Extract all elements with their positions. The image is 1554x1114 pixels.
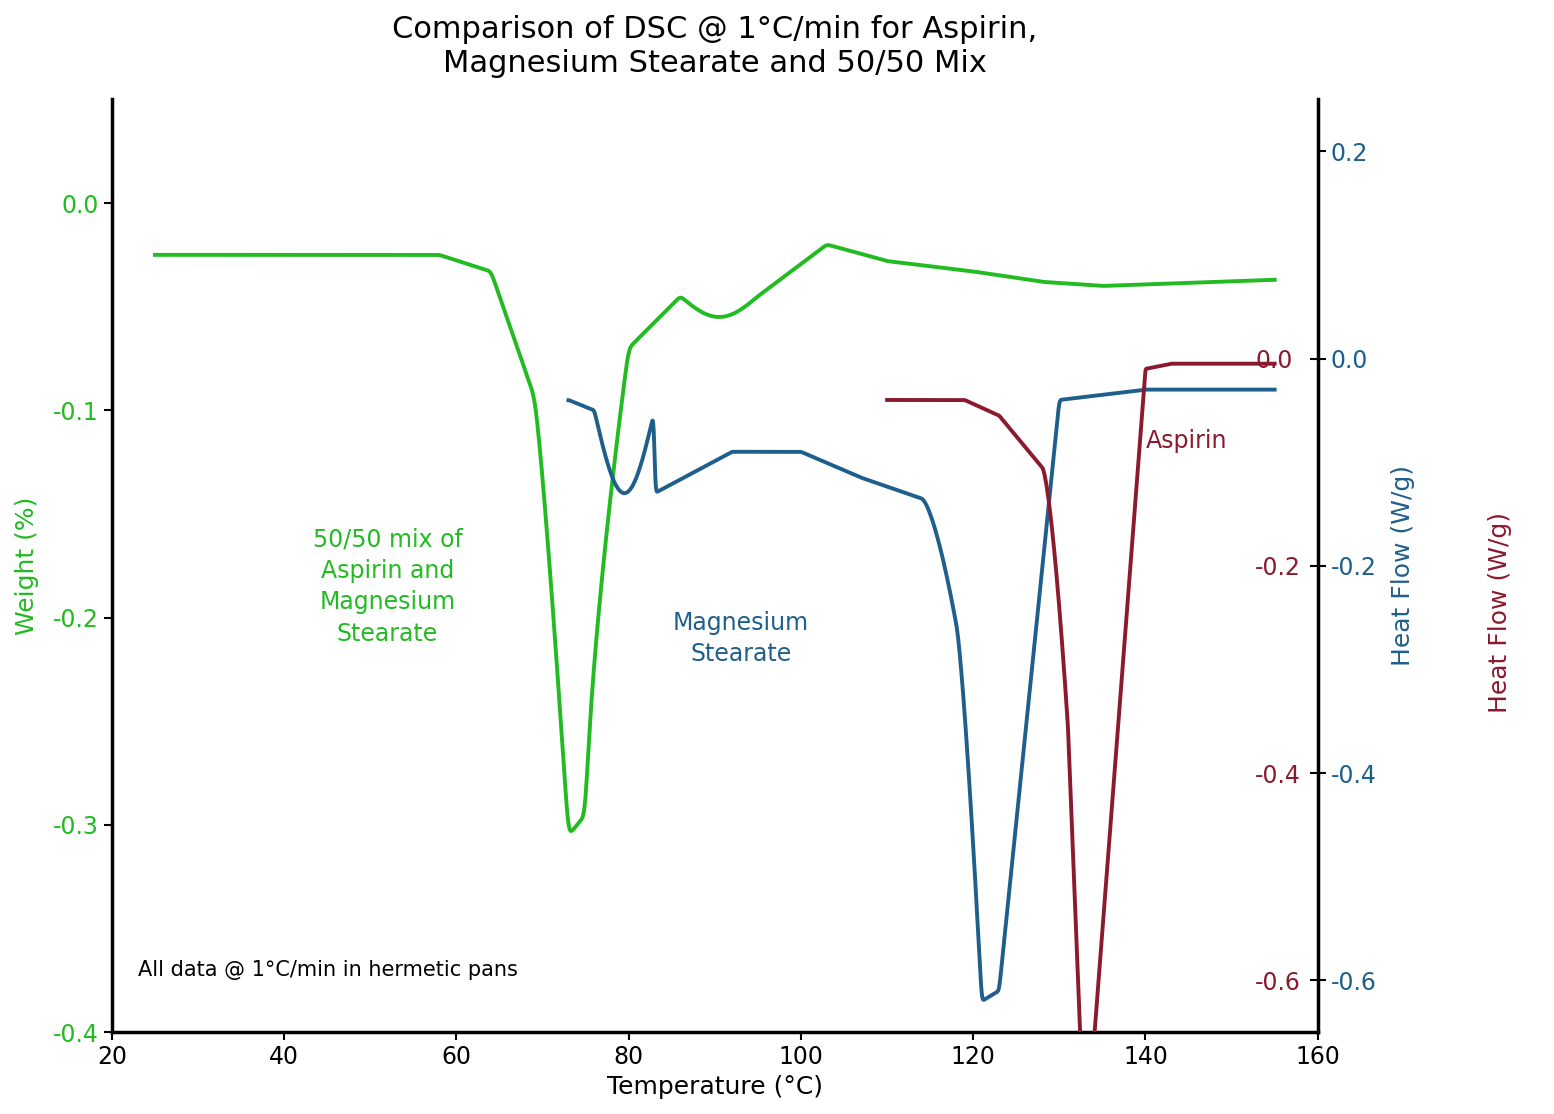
Text: Aspirin: Aspirin (1145, 429, 1228, 453)
Text: Magnesium
Stearate: Magnesium Stearate (673, 610, 808, 666)
Y-axis label: Heat Flow (W/g): Heat Flow (W/g) (1391, 466, 1414, 666)
Text: Heat Flow (W/g): Heat Flow (W/g) (1487, 512, 1512, 713)
Y-axis label: Weight (%): Weight (%) (16, 497, 39, 635)
Text: All data @ 1°C/min in hermetic pans: All data @ 1°C/min in hermetic pans (138, 960, 517, 980)
X-axis label: Temperature (°C): Temperature (°C) (608, 1075, 822, 1100)
Text: 50/50 mix of
Aspirin and
Magnesium
Stearate: 50/50 mix of Aspirin and Magnesium Stear… (312, 527, 463, 646)
Title: Comparison of DSC @ 1°C/min for Aspirin,
Magnesium Stearate and 50/50 Mix: Comparison of DSC @ 1°C/min for Aspirin,… (392, 14, 1038, 78)
